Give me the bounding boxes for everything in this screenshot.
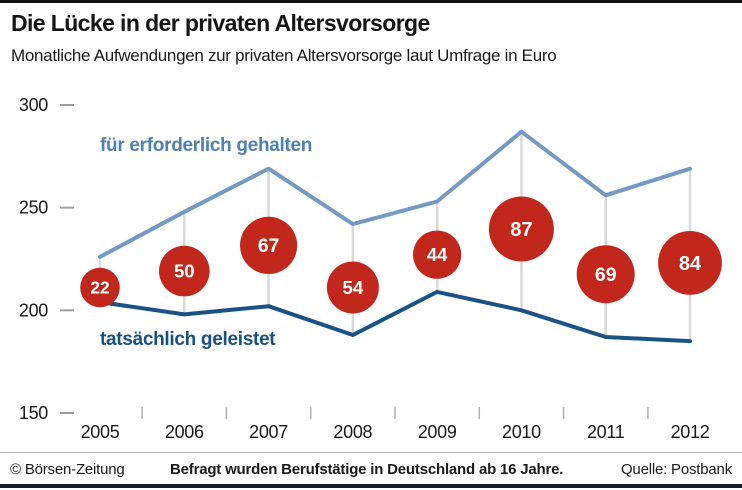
gap-bubble [658,231,722,295]
gap-bubble-value: 54 [343,277,364,298]
gap-bubble [240,216,298,274]
x-axis-label: 2009 [418,422,457,442]
x-axis-label: 2012 [671,422,710,442]
y-axis-label: 250 [19,198,48,218]
y-axis-label: 300 [19,95,48,115]
footer: © Börsen-Zeitung Befragt wurden Berufstä… [0,461,742,481]
y-axis-label: 150 [19,403,48,423]
x-axis-label: 2010 [502,422,541,442]
gap-bubble-value: 84 [679,253,702,275]
x-axis-label: 2011 [587,422,625,442]
series-line-actual [98,289,692,344]
gap-bubble [576,245,635,304]
gap-bubble-value: 22 [90,278,109,298]
survey-note-text: Befragt wurden Berufstätige in Deutschla… [170,461,564,478]
chart-subtitle: Monatliche Aufwendungen zur privaten Alt… [11,46,557,65]
gap-bubble [326,261,379,314]
footer-divider [0,452,742,453]
series-line-required [98,129,692,259]
x-axis-label: 2008 [333,422,372,442]
top-rule [0,0,742,3]
x-axis-label: 2006 [165,422,204,442]
gap-bubble [80,267,120,308]
gap-bubble [159,245,210,297]
copyright-text: © Börsen-Zeitung [10,461,125,478]
y-axis-label: 200 [19,300,48,320]
x-axis-label: 2007 [249,422,288,442]
gap-bubble-value: 44 [427,244,448,265]
gap-bubble [488,196,554,262]
gap-bubble [413,230,462,279]
chart-title: Die Lücke in der privaten Altersvorsorge [11,10,430,36]
bottom-rule [0,484,742,488]
gap-bubble-value: 87 [510,219,532,241]
gap-bubble-value: 69 [595,264,617,286]
gap-bubble-value: 67 [258,236,279,257]
legend-label-actual: tatsächlich geleistet [100,329,276,350]
x-axis-label: 2005 [81,422,120,442]
source-text: Quelle: Postbank [620,461,732,478]
legend-label-required: für erforderlich gehalten [100,135,313,156]
gap-bubble-value: 50 [174,261,195,282]
